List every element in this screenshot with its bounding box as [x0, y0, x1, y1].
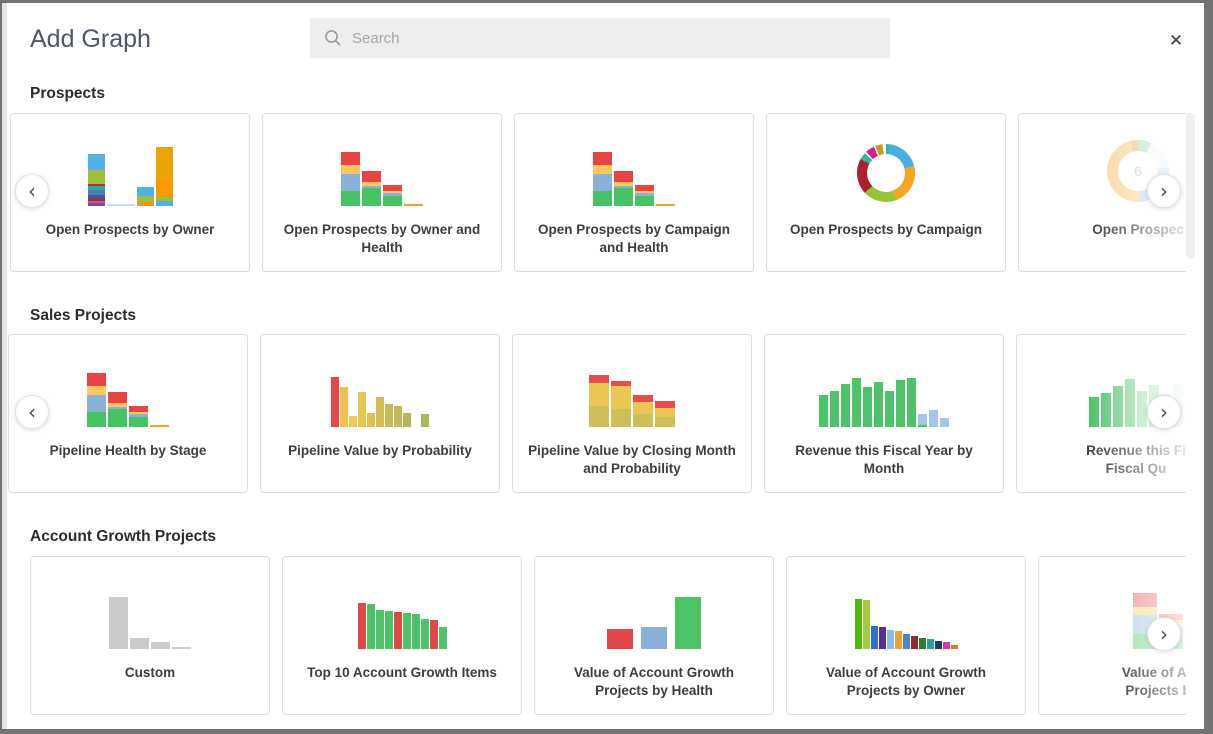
graph-card-pipeline-value-by-closing-month[interactable]: Pipeline Value by Closing Month and Prob…	[512, 334, 752, 493]
card-label: Open Prospec	[1092, 222, 1184, 237]
card-label: Top 10 Account Growth Items	[307, 665, 497, 680]
section-title-prospects: Prospects	[30, 85, 105, 102]
chevron-right-icon[interactable]: ›	[1147, 174, 1181, 208]
chart-thumbnail	[515, 114, 753, 206]
carousel-prospects: Open Prospects by Owner Open Prospects b…	[2, 113, 1186, 273]
chart-thumbnail	[31, 557, 269, 649]
chevron-right-icon[interactable]: ›	[1147, 617, 1181, 651]
graph-card-pipeline-value-by-probability[interactable]: Pipeline Value by Probability	[260, 334, 500, 493]
search-input[interactable]	[352, 18, 882, 58]
carousel-account-growth: Custom Top 10 Account Growth Items Value…	[2, 556, 1186, 716]
graph-card-top-10-account-growth-items[interactable]: Top 10 Account Growth Items	[282, 556, 522, 715]
section-title-sales-projects: Sales Projects	[30, 307, 136, 324]
card-label: Open Prospects by Campaign	[789, 222, 983, 237]
dialog-title: Add Graph	[30, 25, 151, 53]
chart-thumbnail	[787, 557, 1025, 649]
chart-thumbnail	[765, 335, 1003, 427]
card-label: Open Prospects by Campaign and Health	[537, 222, 731, 256]
graph-card-open-prospects-by-owner-and-health[interactable]: Open Prospects by Owner and Health	[262, 113, 502, 272]
chevron-left-icon[interactable]: ‹	[15, 174, 49, 208]
section-title-account-growth-projects: Account Growth Projects	[30, 528, 217, 545]
graph-card-custom[interactable]: Custom	[30, 556, 270, 715]
card-label: Value of Account Growth Projects by Heal…	[573, 665, 734, 699]
carousel-sales-projects: Pipeline Health by Stage Pipeline Value …	[2, 334, 1186, 494]
chevron-right-icon[interactable]: ›	[1147, 395, 1181, 429]
card-label: Custom	[124, 665, 176, 680]
chart-thumbnail	[767, 114, 1005, 206]
chevron-left-icon[interactable]: ‹	[15, 395, 49, 429]
scrollbar-thumb[interactable]	[1186, 113, 1195, 259]
card-label: Value of Account Growth Projects by Owne…	[825, 665, 986, 699]
chart-thumbnail	[263, 114, 501, 206]
close-icon[interactable]: ✕	[1164, 29, 1188, 53]
graph-card-open-prospects-by-campaign-and-health[interactable]: Open Prospects by Campaign and Health	[514, 113, 754, 272]
graph-card-value-account-growth-by-health[interactable]: Value of Account Growth Projects by Heal…	[534, 556, 774, 715]
card-label: Open Prospects by Owner	[45, 222, 215, 237]
card-label: Pipeline Health by Stage	[49, 443, 207, 458]
chart-thumbnail	[283, 557, 521, 649]
graph-card-revenue-fiscal-year-by-month[interactable]: Revenue this Fiscal Year by Month	[764, 334, 1004, 493]
search-box	[310, 18, 890, 58]
chart-thumbnail	[9, 335, 247, 427]
card-label: Open Prospects by Owner and Health	[283, 222, 481, 256]
card-label: Revenue this Fi	[1086, 443, 1186, 458]
add-graph-dialog: Add Graph ✕ Prospects Sales Projects Acc…	[2, 3, 1204, 729]
chart-thumbnail	[513, 335, 751, 427]
chart-thumbnail	[535, 557, 773, 649]
card-label: Revenue this Fiscal Year by Month	[795, 443, 973, 477]
graph-card-open-prospects-by-owner[interactable]: Open Prospects by Owner	[10, 113, 250, 272]
card-label: Pipeline Value by Closing Month and Prob…	[528, 443, 736, 477]
graph-card-open-prospects-by-campaign[interactable]: Open Prospects by Campaign	[766, 113, 1006, 272]
search-icon	[325, 30, 341, 46]
chart-thumbnail	[11, 114, 249, 206]
backdrop-edge	[2, 3, 7, 729]
graph-card-pipeline-health-by-stage[interactable]: Pipeline Health by Stage	[8, 334, 248, 493]
card-label: Pipeline Value by Probability	[288, 443, 472, 458]
chart-thumbnail	[261, 335, 499, 427]
graph-card-value-account-growth-by-owner[interactable]: Value of Account Growth Projects by Owne…	[786, 556, 1026, 715]
card-label: Value of Ac	[1121, 665, 1186, 680]
